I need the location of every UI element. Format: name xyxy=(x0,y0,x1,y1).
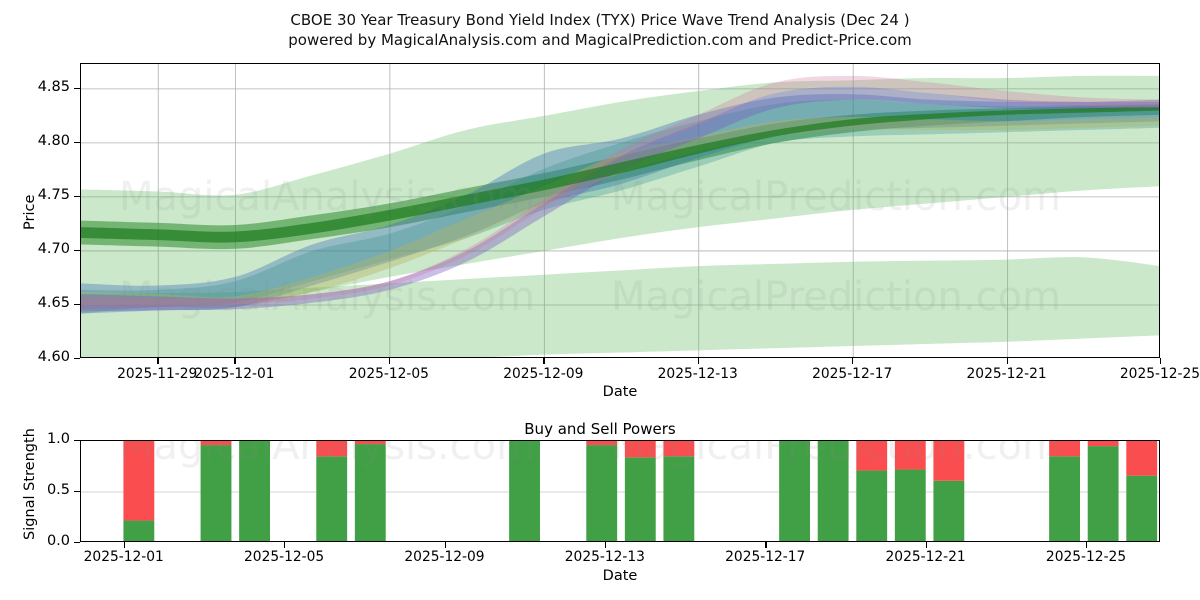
signal-xtick-label: 2025-12-13 xyxy=(564,549,645,565)
buy-power-bar xyxy=(894,469,926,541)
price-xtick-label: 2025-12-09 xyxy=(503,366,584,382)
price-xtick-mark xyxy=(234,358,236,364)
buy-power-bar xyxy=(933,480,965,541)
price-xtick-mark xyxy=(1006,358,1008,364)
buy-power-bar xyxy=(123,520,155,541)
price-ytick-label: 4.85 xyxy=(37,78,70,95)
price-ytick-label: 4.60 xyxy=(37,349,70,365)
chart-title-block: CBOE 30 Year Treasury Bond Yield Index (… xyxy=(0,10,1200,50)
signal-xtick-mark xyxy=(1086,542,1088,548)
buy-power-bar xyxy=(586,445,618,541)
price-xtick-label: 2025-12-17 xyxy=(812,366,893,382)
buy-power-bar xyxy=(354,444,386,541)
chart-title-line-1: CBOE 30 Year Treasury Bond Yield Index (… xyxy=(290,11,910,29)
sell-power-bar xyxy=(1087,441,1119,447)
price-ytick-mark xyxy=(74,303,80,306)
price-band-olive-wave-band xyxy=(81,116,1159,306)
price-xtick-mark xyxy=(697,358,700,364)
price-ytick-mark xyxy=(74,249,80,252)
signal-xtick-mark xyxy=(925,542,927,548)
buy-power-bar xyxy=(1087,446,1119,541)
price-xtick-mark xyxy=(852,358,854,364)
price-xtick-label: 2025-12-21 xyxy=(966,366,1047,382)
buy-power-bar xyxy=(817,441,849,541)
price-band-wide-green-upper-band xyxy=(81,75,1159,314)
buy-sell-powers-svg xyxy=(81,441,1159,541)
price-wave-svg xyxy=(81,64,1159,357)
price-ytick-mark xyxy=(74,87,80,90)
signal-ytick-mark xyxy=(74,542,80,544)
price-ytick-mark xyxy=(74,195,80,198)
price-band-blue-wave-band xyxy=(81,94,1159,314)
buy-power-bar xyxy=(779,441,810,541)
price-band-mid-green-core-band xyxy=(81,105,1159,250)
price-ytick-label: 4.75 xyxy=(37,186,70,203)
buy-power-bar xyxy=(316,456,348,541)
signal-ytick-label: 0.0 xyxy=(46,533,70,549)
price-xtick-label: 2025-12-25 xyxy=(1119,366,1200,382)
buy-power-bar xyxy=(200,445,232,541)
price-xtick-label: 2025-12-13 xyxy=(657,366,738,382)
signal-ytick-mark xyxy=(74,491,80,493)
price-wave-trend-plot: MagicalAnalysis.com MagicalPrediction.co… xyxy=(80,63,1160,358)
price-yaxis-label: Price xyxy=(22,194,38,230)
price-band-wide-green-lower-band xyxy=(81,257,1159,357)
price-xaxis-label: Date xyxy=(602,384,638,400)
signal-xtick-mark xyxy=(604,542,607,548)
sell-power-bar xyxy=(316,441,348,457)
signal-xtick-label: 2025-12-25 xyxy=(1045,549,1127,565)
buy-power-bar xyxy=(239,441,270,541)
signal-xtick-label: 2025-12-05 xyxy=(244,549,325,565)
signal-ytick-label: 0.5 xyxy=(46,482,70,498)
signal-xtick-mark xyxy=(444,542,446,548)
signal-xtick-label: 2025-12-21 xyxy=(885,549,966,565)
sell-power-bar xyxy=(933,441,965,481)
sell-power-bar xyxy=(123,441,155,521)
buy-power-bar xyxy=(1049,456,1080,541)
sell-power-bar xyxy=(624,441,656,458)
signal-ytick-mark xyxy=(74,440,80,442)
price-xtick-mark xyxy=(543,358,545,364)
price-ytick-label: 4.80 xyxy=(37,132,70,149)
sell-power-bar xyxy=(894,441,926,470)
signal-xtick-label: 2025-12-09 xyxy=(404,549,485,565)
price-xtick-mark xyxy=(157,358,159,364)
sell-power-bar xyxy=(200,441,232,446)
price-band-teal-wave-band xyxy=(81,99,1159,310)
buy-power-bar xyxy=(1126,475,1158,541)
sell-power-bar xyxy=(856,441,888,471)
buy-power-bar xyxy=(509,441,540,541)
signal-xaxis-label: Date xyxy=(602,568,638,584)
sell-power-bar xyxy=(663,441,695,457)
sell-power-bar xyxy=(1126,441,1158,476)
signal-xtick-mark xyxy=(765,542,767,548)
signal-xtick-label: 2025-12-17 xyxy=(725,549,806,565)
signal-ytick-label: 1.0 xyxy=(46,431,70,447)
signal-yaxis-label: Signal Strength xyxy=(22,428,38,540)
signal-xtick-mark xyxy=(123,542,126,548)
price-ytick-label: 4.70 xyxy=(37,240,70,257)
signal-xtick-label: 2025-12-01 xyxy=(83,549,164,565)
price-ytick-mark xyxy=(74,358,80,360)
buy-sell-powers-plot: MagicalAnalysis.com MagicalPrediction.co… xyxy=(80,440,1160,542)
price-xtick-mark xyxy=(388,358,391,364)
price-xtick-label: 2025-12-01 xyxy=(194,366,275,382)
price-xtick-mark xyxy=(1160,358,1162,364)
sell-power-bar xyxy=(1049,441,1080,457)
sell-power-bar xyxy=(354,441,386,445)
price-xtick-label: 2025-12-05 xyxy=(348,366,429,382)
price-band-pink-wave-band xyxy=(81,75,1159,310)
buy-power-bar xyxy=(663,456,695,541)
signal-xtick-mark xyxy=(284,542,286,548)
buy-power-bar xyxy=(856,470,888,541)
chart-title-line-2: powered by MagicalAnalysis.com and Magic… xyxy=(288,31,912,49)
sell-power-bar xyxy=(586,441,618,446)
price-xtick-label: 2025-11-29 xyxy=(117,366,198,382)
buy-power-bar xyxy=(624,457,656,541)
price-ytick-mark xyxy=(74,141,80,144)
signal-chart-title: Buy and Sell Powers xyxy=(524,420,676,438)
price-ytick-label: 4.65 xyxy=(37,294,70,311)
